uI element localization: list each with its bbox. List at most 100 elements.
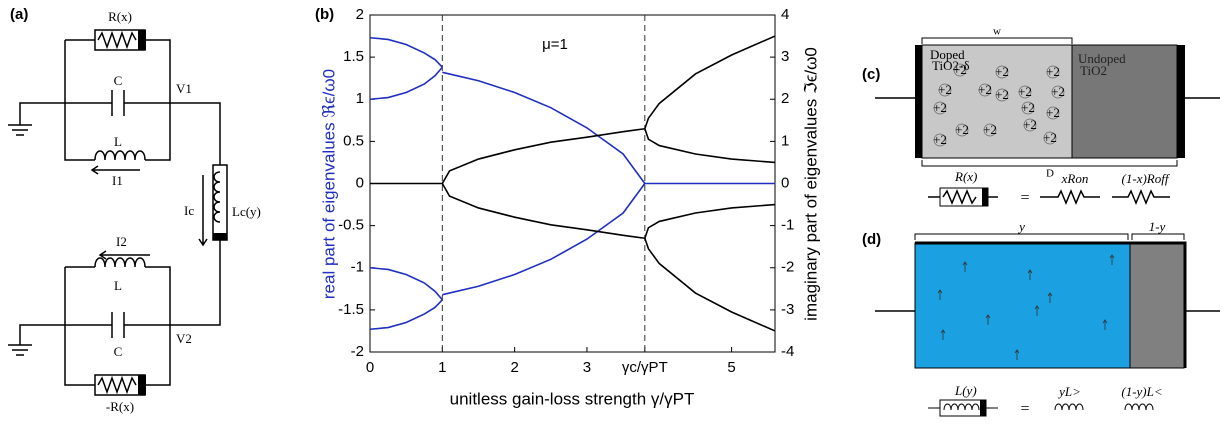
x-tick-label: 0 <box>366 359 374 376</box>
y2-tick-label: 4 <box>781 6 789 23</box>
ion-label: +2 <box>933 100 947 115</box>
y-tick-label: 1 <box>356 90 364 107</box>
circuit-labels: R(x) C V1 L I1 Ic Lc(y) I2 L C V2 -R(x) <box>106 9 261 414</box>
ion-label: +2 <box>1018 84 1032 99</box>
series-line <box>442 183 646 296</box>
electrode <box>915 45 922 158</box>
series-line <box>441 127 645 184</box>
zigzag <box>97 375 137 395</box>
y2-tick-label: -2 <box>781 259 794 276</box>
label: R(x) <box>108 9 132 24</box>
resistor-symbols <box>928 189 1170 205</box>
label: = <box>1020 401 1029 418</box>
resistor-end <box>138 375 146 395</box>
label: Lc(y) <box>232 204 261 219</box>
ion-label: +2 <box>1046 105 1060 120</box>
series-line <box>442 71 646 184</box>
label: C <box>114 73 123 88</box>
circuit: (a) R(x) C V1 L I1 Ic Lc(y) I2 L C V2 -R… <box>8 6 261 414</box>
ion <box>933 101 947 115</box>
region-y <box>914 242 1131 369</box>
ion-label: +2 <box>938 82 952 97</box>
label: L <box>114 278 122 293</box>
series-line <box>644 203 776 239</box>
electrode <box>1177 45 1185 158</box>
coils <box>928 403 1154 411</box>
y2-axis-label: imaginary part of eigenvalues ℑϵ/ω0 <box>801 47 820 321</box>
series-line <box>369 299 443 331</box>
series-line <box>644 35 776 129</box>
capacitor <box>111 90 125 338</box>
y2-tick-label: 3 <box>781 48 789 65</box>
y-tick-label: -1 <box>351 259 364 276</box>
label: D <box>1046 168 1054 180</box>
label: L(y) <box>954 383 977 398</box>
ion <box>1018 85 1032 99</box>
brackets <box>914 233 1185 240</box>
ion <box>933 133 947 147</box>
ion <box>1023 118 1037 132</box>
series-line <box>644 128 776 164</box>
x-tick-label: 1 <box>438 359 446 376</box>
panel-label: (b) <box>315 6 334 23</box>
ion-label: +2 <box>1021 100 1035 115</box>
region-1-y <box>1129 242 1185 369</box>
x-axis-label: unitless gain-loss strength γ/γPT <box>450 389 695 408</box>
ion <box>995 65 1009 79</box>
meminductor: (d) y 1-y L(y) = yL> (1-y)L< <box>862 219 1220 418</box>
series-line <box>644 238 776 332</box>
y-tick-label: 0 <box>356 174 364 191</box>
ion <box>1051 85 1065 99</box>
ion-label: +2 <box>1046 64 1060 79</box>
y2-tick-label: 2 <box>781 90 789 107</box>
panel-label: (c) <box>862 66 880 83</box>
y2-tick-label: -1 <box>781 217 794 234</box>
y-tick-label: 0.5 <box>343 132 364 149</box>
resistor-end <box>982 188 988 206</box>
ion-label: +2 <box>953 62 967 77</box>
label: V1 <box>176 81 192 96</box>
label: Ic <box>184 203 194 218</box>
series-line <box>369 66 443 101</box>
label: Undoped <box>1078 51 1126 66</box>
x-tick-label: γc/γPT <box>622 359 668 376</box>
y-tick-label: 1.5 <box>343 48 364 65</box>
y-tick-label: -1.5 <box>338 301 364 318</box>
ion <box>938 83 952 97</box>
x-tick-label: 2 <box>510 359 518 376</box>
coil <box>213 171 221 223</box>
y2-tick-label: -3 <box>781 301 794 318</box>
resistor-end <box>138 30 146 50</box>
inductor-end <box>213 233 227 240</box>
ion-label: +2 <box>983 122 997 137</box>
arrows <box>937 254 1115 360</box>
y-tick-label: -2 <box>351 343 364 360</box>
label: w <box>993 26 1001 38</box>
inductor-end <box>980 400 986 416</box>
ion <box>1046 65 1060 79</box>
ion-label: +2 <box>1051 84 1065 99</box>
label: = <box>1020 190 1029 207</box>
ion <box>955 123 969 137</box>
border <box>915 241 1187 368</box>
y2-tick-label: 1 <box>781 132 789 149</box>
label: (1-y)L< <box>1121 384 1162 399</box>
y2-tick-label: -4 <box>781 343 794 360</box>
label: TiO2 <box>1080 63 1107 78</box>
label: R(x) <box>954 169 977 184</box>
memristor: (c) w Doped TiO2-δ Undoped TiO2 D +2 +2 +2… <box>862 26 1220 207</box>
panel-label: (a) <box>10 6 28 23</box>
panel-label: (d) <box>862 231 881 248</box>
label: TiO2-δ <box>932 58 969 73</box>
brackets <box>921 37 1178 167</box>
current-arrows <box>90 165 208 260</box>
ion <box>1046 106 1060 120</box>
ion-label: +2 <box>995 87 1009 102</box>
ion <box>1043 131 1057 145</box>
x-tick-label: 3 <box>583 359 591 376</box>
label: 1-y <box>1149 219 1166 234</box>
x-tick-label: 5 <box>727 359 735 376</box>
ion-label: +2 <box>1023 117 1037 132</box>
inductor <box>94 150 146 268</box>
